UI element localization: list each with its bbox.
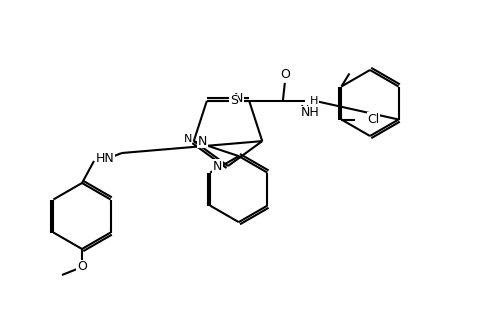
- Text: N: N: [198, 134, 207, 148]
- Text: N: N: [213, 159, 222, 173]
- Text: HN: HN: [96, 153, 115, 166]
- Text: Cl: Cl: [367, 113, 380, 126]
- Text: N: N: [234, 92, 243, 105]
- Text: N: N: [183, 134, 192, 144]
- Text: S: S: [230, 94, 238, 107]
- Text: H: H: [310, 96, 318, 106]
- Text: N: N: [300, 104, 309, 117]
- Text: O: O: [280, 68, 290, 81]
- Text: O: O: [77, 260, 87, 274]
- Text: NH: NH: [300, 106, 319, 119]
